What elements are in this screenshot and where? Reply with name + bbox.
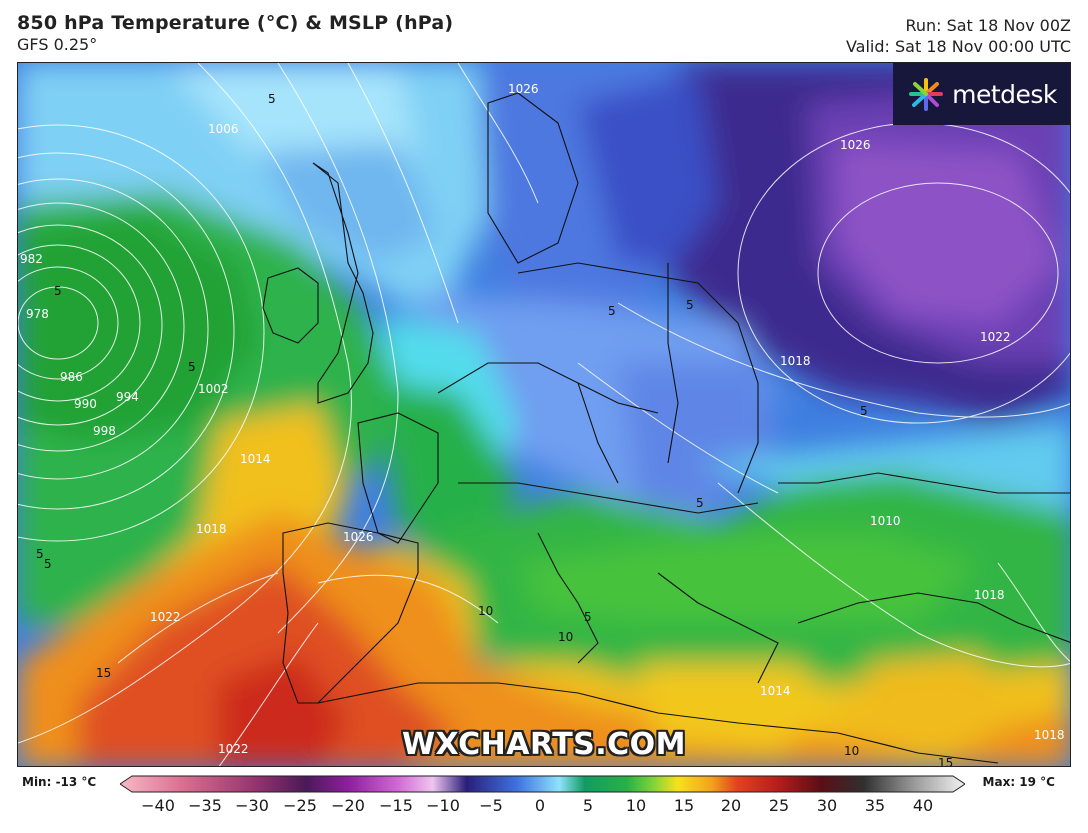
metdesk-logo: metdesk — [893, 63, 1070, 125]
temp-label: 15 — [96, 666, 111, 680]
scale-tick: −20 — [331, 796, 365, 815]
temp-label: 10 — [478, 604, 493, 618]
header-right: Run: Sat 18 Nov 00Z Valid: Sat 18 Nov 00… — [846, 15, 1071, 57]
scale-tick: 30 — [816, 796, 838, 815]
temp-label: 5 — [696, 496, 704, 510]
temp-label: 5 — [686, 298, 694, 312]
isobar-label: 1018 — [1034, 728, 1065, 742]
isobar-label: 1018 — [974, 588, 1005, 602]
run-time: Run: Sat 18 Nov 00Z — [905, 16, 1071, 35]
max-label: Max: 19 °C — [982, 775, 1055, 789]
min-label: Min: -13 °C — [22, 775, 97, 789]
scale-ticks: −40 −35 −30 −25 −20 −15 −10 −5 0 5 10 15… — [0, 796, 1088, 820]
isobar-label: 978 — [26, 307, 49, 321]
isobar-label: 1018 — [780, 354, 811, 368]
metdesk-burst-icon — [909, 78, 944, 111]
isobar-label: 1026 — [343, 530, 374, 544]
temperature-field: 1006 1026 1026 1022 1018 982 978 986 990… — [18, 63, 1070, 767]
scale-tick: 35 — [864, 796, 886, 815]
scale-tick: −30 — [235, 796, 269, 815]
model-label: GFS 0.25° — [17, 35, 98, 54]
scale-tick: 20 — [720, 796, 742, 815]
isobar-label: 1022 — [980, 330, 1011, 344]
isobar-label: 994 — [116, 390, 139, 404]
temp-label: 5 — [268, 92, 276, 106]
temp-label: 5 — [608, 304, 616, 318]
scale-tick: −10 — [426, 796, 460, 815]
weather-map[interactable]: 1006 1026 1026 1022 1018 982 978 986 990… — [17, 62, 1071, 767]
scale-tick: −35 — [188, 796, 222, 815]
scale-tick: −5 — [479, 796, 503, 815]
scale-tick: 0 — [534, 796, 546, 815]
scale-tick: 10 — [625, 796, 647, 815]
chart-title: 850 hPa Temperature (°C) & MSLP (hPa) — [17, 12, 454, 34]
header-left: 850 hPa Temperature (°C) & MSLP (hPa) GF… — [17, 12, 453, 54]
scale-tick: −25 — [283, 796, 317, 815]
isobar-label: 1014 — [240, 452, 271, 466]
scale-tick: 25 — [768, 796, 790, 815]
logo-text: metdesk — [952, 79, 1057, 109]
isobar-label: 1006 — [208, 122, 239, 136]
temp-label: 5 — [860, 404, 868, 418]
isobar-label: 1022 — [150, 610, 181, 624]
temp-label: 10 — [844, 744, 859, 758]
temp-label: 15 — [938, 756, 953, 767]
isobar-label: 986 — [60, 370, 83, 384]
temp-label: 5 — [54, 284, 62, 298]
isobar-label: 1022 — [218, 742, 249, 756]
isobar-label: 1018 — [196, 522, 227, 536]
scale-tick: 5 — [582, 796, 594, 815]
isobar-label: 982 — [20, 252, 43, 266]
scale-tick: −40 — [141, 796, 175, 815]
scale-tick: 40 — [912, 796, 934, 815]
temp-label: 5 — [188, 360, 196, 374]
scale-tick: −15 — [379, 796, 413, 815]
temp-label: 5 — [36, 547, 44, 561]
temp-label: 5 — [44, 557, 52, 571]
wxcharts-watermark: WXCHARTS.COM — [401, 727, 687, 762]
isobar-label: 1026 — [508, 82, 539, 96]
isobar-label: 1014 — [760, 684, 791, 698]
valid-time: Valid: Sat 18 Nov 00:00 UTC — [845, 37, 1071, 56]
temp-label: 10 — [558, 630, 573, 644]
isobar-label: 1026 — [840, 138, 871, 152]
temp-label: 5 — [584, 610, 592, 624]
scale-tick: 15 — [673, 796, 695, 815]
isobar-label: 990 — [74, 397, 97, 411]
isobar-label: 1002 — [198, 382, 229, 396]
isobar-label: 998 — [93, 424, 116, 438]
isobar-label: 1010 — [870, 514, 901, 528]
color-bar — [120, 775, 965, 793]
color-scale: Min: -13 °C — [0, 770, 1088, 830]
